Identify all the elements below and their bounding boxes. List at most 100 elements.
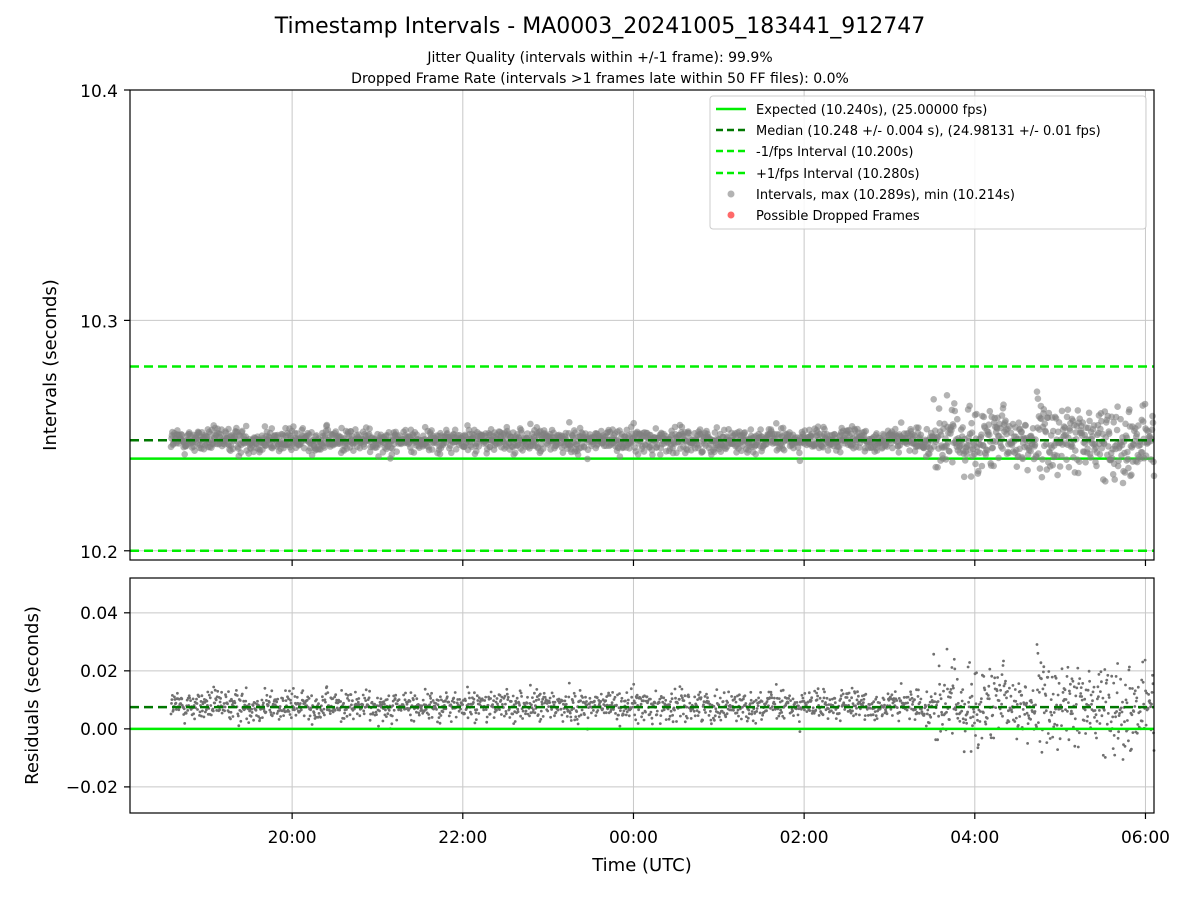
residual-point — [911, 703, 914, 706]
residual-point — [897, 697, 901, 700]
residual-point — [940, 713, 944, 717]
residual-point — [939, 729, 942, 733]
residual-point — [1113, 753, 1117, 757]
residual-point — [683, 720, 687, 724]
residual-point — [979, 700, 983, 704]
interval-point — [1111, 476, 1118, 483]
interval-point — [1102, 478, 1109, 485]
residual-point — [421, 698, 425, 702]
residual-point — [539, 709, 543, 713]
interval-point — [1039, 456, 1046, 463]
residual-point — [1140, 678, 1144, 682]
residual-point — [1150, 702, 1153, 706]
residual-point — [1144, 723, 1148, 727]
residual-point — [860, 698, 863, 702]
residual-point — [1006, 690, 1009, 693]
residual-point — [954, 703, 958, 706]
interval-point — [451, 426, 459, 434]
residual-point — [457, 709, 461, 713]
residual-point — [635, 693, 639, 697]
residual-point — [1035, 643, 1039, 646]
residual-point — [564, 702, 568, 706]
residual-point — [545, 702, 549, 705]
residual-point — [680, 687, 684, 691]
interval-point — [695, 442, 703, 449]
residual-point — [315, 698, 318, 701]
residual-point — [1057, 681, 1061, 685]
residual-point — [384, 708, 387, 712]
residual-point — [742, 697, 745, 701]
residual-point — [786, 701, 790, 705]
residual-point — [269, 711, 273, 714]
residual-point — [1093, 716, 1096, 719]
residual-point — [1087, 669, 1091, 673]
residual-point — [850, 696, 853, 700]
residual-point — [1029, 698, 1033, 702]
residual-point — [1103, 756, 1107, 759]
legend: Expected (10.240s), (25.00000 fps) Media… — [709, 95, 1147, 230]
residual-point — [1018, 715, 1022, 718]
residual-point — [1134, 699, 1138, 703]
interval-point — [375, 453, 382, 460]
residual-point — [444, 691, 448, 695]
interval-point — [1133, 430, 1141, 438]
residual-point — [561, 699, 564, 703]
residual-point — [434, 702, 438, 705]
residual-point — [925, 712, 929, 716]
residual-point — [237, 724, 241, 728]
residual-point — [301, 689, 305, 692]
residual-point — [986, 694, 990, 697]
residual-point — [811, 706, 815, 710]
interval-point — [959, 424, 966, 431]
residual-point — [504, 712, 508, 716]
residual-point — [741, 710, 745, 714]
residual-point — [511, 712, 515, 716]
residual-point — [681, 696, 684, 700]
residual-point — [1151, 673, 1154, 677]
residual-point — [937, 714, 940, 718]
residual-point — [832, 711, 835, 715]
residual-point — [222, 702, 226, 705]
residual-point — [800, 693, 804, 697]
residual-point — [951, 731, 954, 735]
interval-point — [1139, 418, 1147, 425]
residual-point — [1082, 719, 1086, 722]
residual-point — [1045, 741, 1049, 744]
residual-point — [651, 722, 654, 726]
residual-point — [294, 713, 298, 717]
residual-point — [1131, 731, 1135, 734]
residual-point — [1004, 679, 1007, 683]
residual-point — [648, 713, 652, 716]
residual-point — [368, 689, 371, 693]
residual-point — [191, 697, 195, 701]
residual-point — [679, 714, 682, 718]
residual-point — [236, 714, 240, 718]
residual-point — [809, 699, 813, 702]
residual-point — [317, 712, 321, 715]
residual-point — [514, 701, 518, 705]
residual-point — [362, 712, 366, 716]
interval-point — [1002, 417, 1009, 425]
residual-point — [962, 750, 966, 754]
residual-point — [216, 689, 220, 693]
residual-point — [974, 702, 978, 706]
residual-point — [882, 705, 885, 709]
residual-point — [745, 719, 749, 723]
residual-point — [866, 714, 870, 717]
residual-point — [963, 729, 967, 733]
interval-point — [960, 473, 968, 481]
interval-point — [410, 449, 418, 456]
interval-point — [1049, 461, 1056, 469]
residual-point — [394, 693, 398, 697]
interval-point — [1041, 420, 1049, 428]
residual-point — [1068, 692, 1072, 695]
residual-point — [909, 693, 913, 696]
interval-point — [906, 447, 913, 454]
residual-point — [470, 712, 473, 716]
residual-point — [488, 712, 492, 716]
residual-point — [503, 714, 506, 718]
interval-point — [1124, 455, 1132, 463]
residual-point — [208, 696, 212, 700]
residual-point — [781, 688, 785, 692]
residual-point — [192, 712, 196, 716]
